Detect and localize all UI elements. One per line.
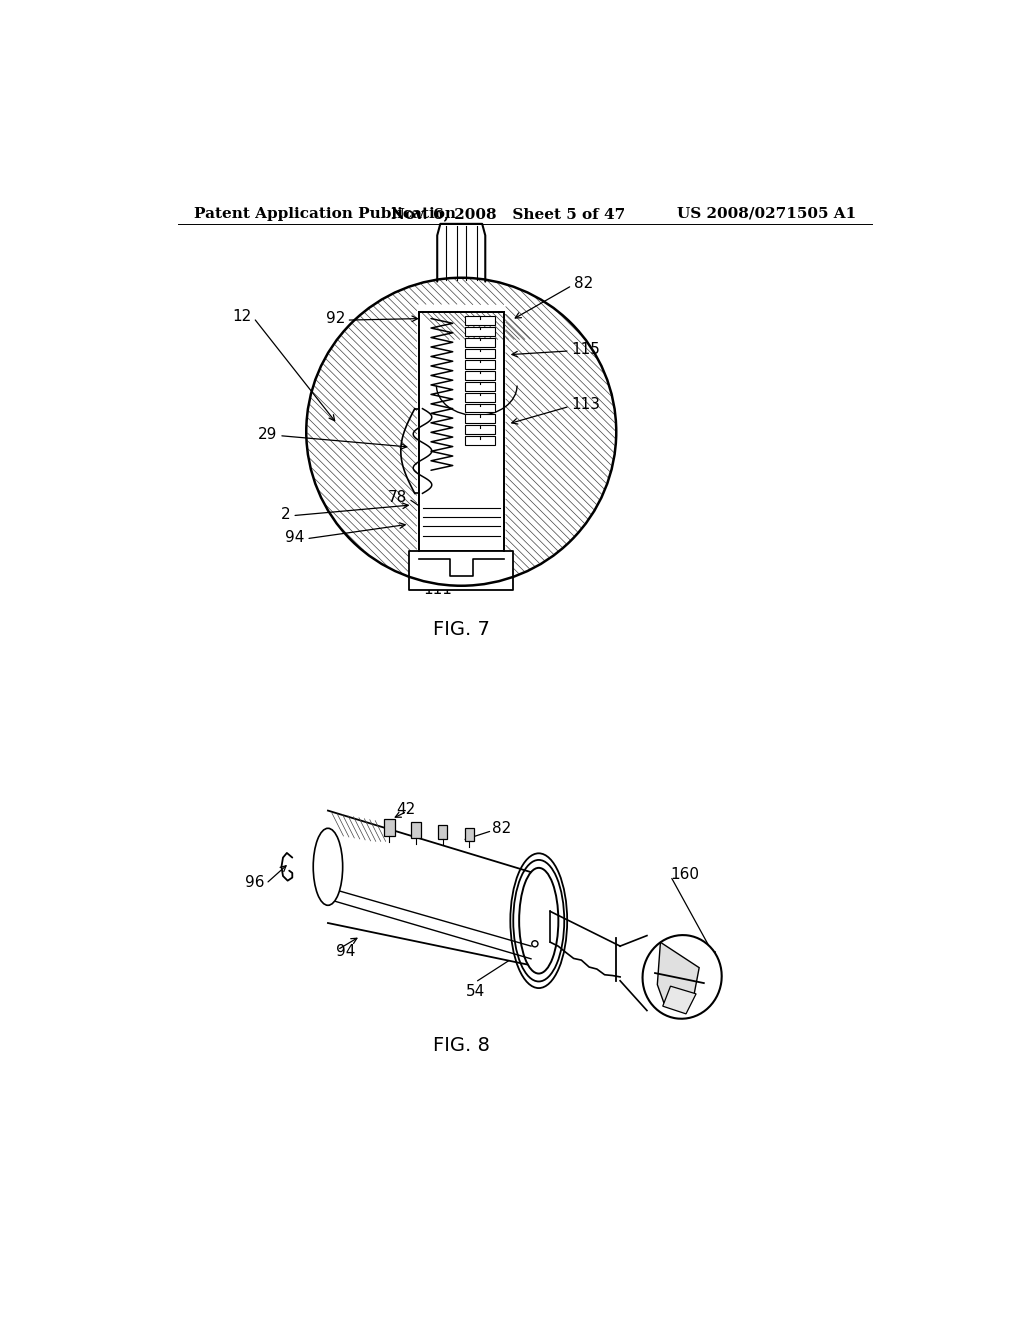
Bar [465,381,495,391]
Text: 111: 111 [424,582,453,597]
Bar [465,348,495,358]
Text: Patent Application Publication: Patent Application Publication [194,207,456,220]
Text: 78: 78 [388,490,407,504]
Text: FIG. 8: FIG. 8 [433,1036,489,1055]
Polygon shape [384,818,394,836]
Ellipse shape [317,841,338,894]
Polygon shape [465,829,474,841]
Polygon shape [328,810,539,966]
Text: 2: 2 [282,507,291,521]
Bar [465,371,495,380]
Ellipse shape [510,853,567,989]
Circle shape [306,277,616,586]
Bar [465,327,495,337]
Bar [465,404,495,412]
Text: 96: 96 [245,875,264,890]
Polygon shape [410,552,513,590]
Circle shape [531,941,538,946]
Text: Nov. 6, 2008   Sheet 5 of 47: Nov. 6, 2008 Sheet 5 of 47 [390,207,625,220]
Bar [465,338,495,347]
Text: 115: 115 [571,342,600,356]
Bar [465,392,495,401]
Text: 94: 94 [286,529,305,545]
Text: 82: 82 [573,276,593,292]
Text: FIG. 7: FIG. 7 [433,620,489,639]
Bar [465,360,495,368]
Text: 160: 160 [671,867,699,882]
Ellipse shape [315,833,341,900]
Bar [465,436,495,445]
Text: 92: 92 [326,312,345,326]
Text: 54: 54 [466,983,484,999]
Text: 29: 29 [258,426,278,442]
Polygon shape [438,825,447,840]
Text: 42: 42 [396,801,415,817]
Text: 94: 94 [336,944,355,960]
Polygon shape [657,942,699,1006]
Bar [419,313,504,552]
Text: 82: 82 [493,821,512,836]
Bar [465,414,495,424]
Polygon shape [663,986,696,1014]
Bar [465,425,495,434]
Ellipse shape [313,829,343,906]
Text: 12: 12 [232,309,252,323]
Polygon shape [411,822,421,838]
Bar [465,317,495,325]
Ellipse shape [642,935,722,1019]
Text: 113: 113 [571,397,600,412]
Ellipse shape [519,867,558,974]
Ellipse shape [316,837,339,896]
Text: US 2008/0271505 A1: US 2008/0271505 A1 [677,207,856,220]
